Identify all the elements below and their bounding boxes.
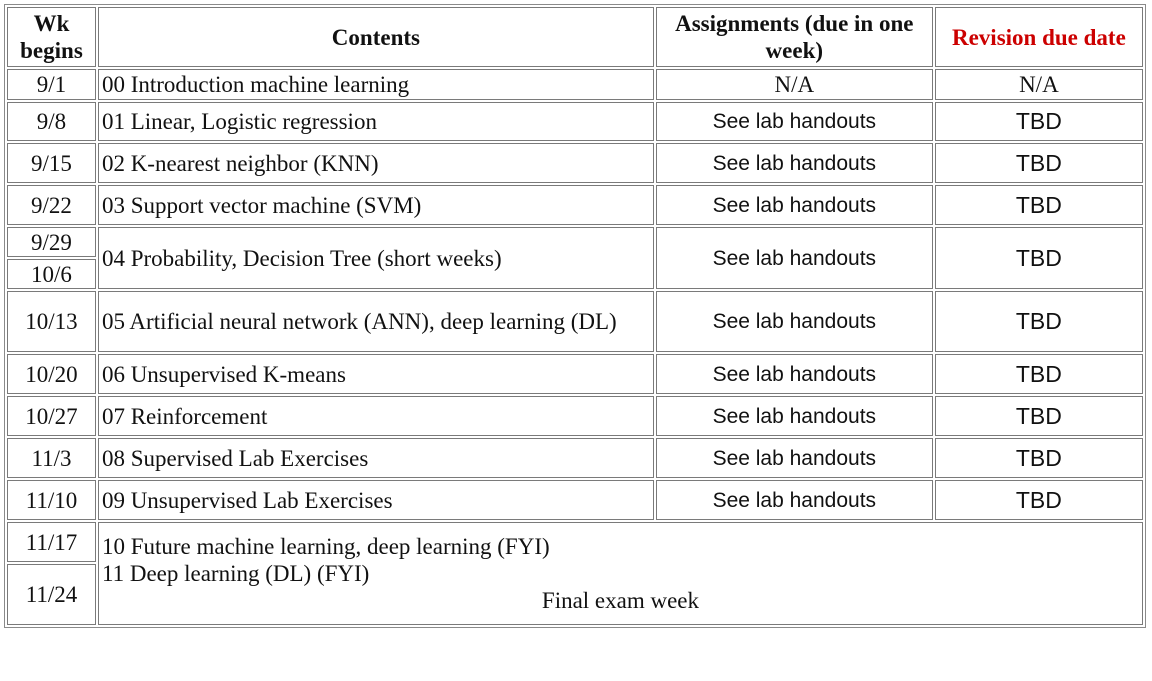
table-row: 11/24 (7, 564, 1143, 625)
wk-cell: 11/3 (7, 438, 96, 478)
table-row: 9/1 00 Introduction machine learning N/A… (7, 69, 1143, 100)
content-cell: 04 Probability, Decision Tree (short wee… (97, 227, 654, 289)
header-wk: Wk begins (7, 7, 96, 67)
table-row: 10/13 05 Artificial neural network (ANN)… (7, 291, 1143, 352)
schedule-table: Wk begins Contents Assignments (due in o… (4, 4, 1146, 628)
assignment-cell: See lab handouts (655, 227, 933, 289)
wk-cell: 11/17 (7, 522, 96, 562)
final-line-2: 11 Deep learning (DL) (FYI) (101, 561, 370, 586)
revision-cell: TBD (934, 291, 1143, 352)
content-cell: 00 Introduction machine learning (97, 69, 654, 100)
assignment-cell: See lab handouts (655, 143, 933, 183)
assignment-cell: See lab handouts (655, 291, 933, 352)
schedule-page: Wk begins Contents Assignments (due in o… (4, 4, 1146, 628)
assignment-cell: See lab handouts (655, 102, 933, 141)
wk-cell: 9/1 (7, 69, 96, 100)
final-weeks-cell: 10 Future machine learning, deep learnin… (97, 522, 1143, 625)
revision-cell: TBD (934, 227, 1143, 289)
assignment-cell: See lab handouts (655, 185, 933, 225)
table-row: 10/20 06 Unsupervised K-means See lab ha… (7, 354, 1143, 394)
revision-cell: TBD (934, 396, 1143, 436)
revision-cell: N/A (934, 69, 1143, 100)
revision-cell: TBD (934, 438, 1143, 478)
revision-cell: TBD (934, 143, 1143, 183)
wk-cell: 11/10 (7, 480, 96, 520)
content-cell: 02 K-nearest neighbor (KNN) (97, 143, 654, 183)
assignment-cell: See lab handouts (655, 396, 933, 436)
header-revision: Revision due date (934, 7, 1143, 67)
wk-cell: 10/20 (7, 354, 96, 394)
wk-cell: 9/22 (7, 185, 96, 225)
assignment-cell: See lab handouts (655, 354, 933, 394)
table-row: 9/29 04 Probability, Decision Tree (shor… (7, 227, 1143, 289)
table-row: 9/22 03 Support vector machine (SVM) See… (7, 185, 1143, 225)
assignment-cell: See lab handouts (655, 480, 933, 520)
table-row: 9/15 02 K-nearest neighbor (KNN) See lab… (7, 143, 1143, 183)
wk-cell: 10/27 (7, 396, 96, 436)
content-cell: 03 Support vector machine (SVM) (97, 185, 654, 225)
revision-cell: TBD (934, 102, 1143, 141)
table-row: 11/10 09 Unsupervised Lab Exercises See … (7, 480, 1143, 520)
table-header-row: Wk begins Contents Assignments (due in o… (7, 7, 1143, 67)
assignment-cell: See lab handouts (655, 438, 933, 478)
table-row: 11/3 08 Supervised Lab Exercises See lab… (7, 438, 1143, 478)
revision-cell: TBD (934, 480, 1143, 520)
content-cell: 05 Artificial neural network (ANN), deep… (97, 291, 654, 352)
wk-cell: 10/6 (7, 259, 96, 289)
content-cell: 09 Unsupervised Lab Exercises (97, 480, 654, 520)
wk-cell: 10/13 (7, 291, 96, 352)
revision-cell: TBD (934, 354, 1143, 394)
content-cell: 07 Reinforcement (97, 396, 654, 436)
wk-cell: 9/29 (7, 227, 96, 257)
table-row: 9/8 01 Linear, Logistic regression See l… (7, 102, 1143, 141)
final-exam-label: Final exam week (541, 588, 700, 613)
assignment-cell: N/A (655, 69, 933, 100)
table-row: 11/17 10 Future machine learning, deep l… (7, 522, 1143, 625)
content-cell: 08 Supervised Lab Exercises (97, 438, 654, 478)
revision-cell: TBD (934, 185, 1143, 225)
wk-cell: 9/8 (7, 102, 96, 141)
wk-cell: 11/24 (7, 564, 96, 625)
content-cell: 06 Unsupervised K-means (97, 354, 654, 394)
table-row: 10/6 (7, 259, 1143, 289)
header-contents: Contents (97, 7, 654, 67)
header-assignments: Assignments (due in one week) (655, 7, 933, 67)
wk-cell: 9/15 (7, 143, 96, 183)
content-cell: 01 Linear, Logistic regression (97, 102, 654, 141)
table-row: 10/27 07 Reinforcement See lab handouts … (7, 396, 1143, 436)
final-line-1: 10 Future machine learning, deep learnin… (101, 534, 550, 559)
